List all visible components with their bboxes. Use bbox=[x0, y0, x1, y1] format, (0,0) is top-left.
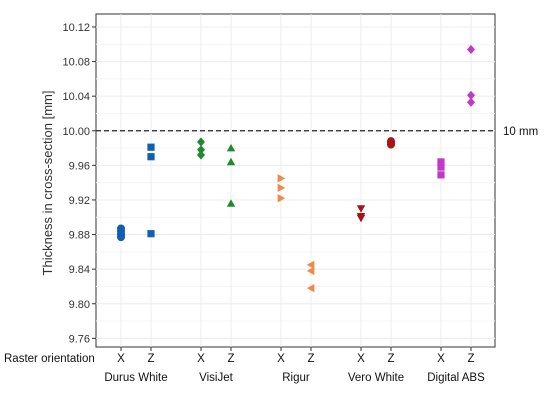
x-tick-label: Z bbox=[387, 353, 394, 365]
y-tick-label: 10.04 bbox=[62, 91, 90, 103]
data-point bbox=[437, 158, 445, 166]
x-tick-label: X bbox=[277, 353, 285, 365]
x-tick-label: X bbox=[197, 353, 205, 365]
data-point bbox=[387, 140, 395, 149]
data-point bbox=[197, 145, 205, 155]
y-tick-label: 9.88 bbox=[69, 230, 90, 242]
x-tick-label: Z bbox=[227, 353, 234, 365]
data-point bbox=[437, 171, 445, 179]
data-point bbox=[226, 157, 236, 166]
data-point bbox=[467, 97, 475, 107]
plot-area bbox=[95, 13, 496, 348]
reference-line-group: 10 mm bbox=[96, 126, 538, 138]
x-tick-label: Z bbox=[147, 353, 154, 365]
data-point bbox=[226, 143, 236, 152]
x-tick-label: X bbox=[117, 353, 125, 365]
group-label: Vero White bbox=[348, 372, 404, 384]
data-point bbox=[277, 183, 286, 193]
y-tick-label: 9.92 bbox=[69, 195, 90, 207]
data-point bbox=[306, 266, 315, 276]
group-label: Digital ABS bbox=[427, 372, 485, 384]
y-tick-label: 10.00 bbox=[62, 126, 90, 138]
x-tick-label: X bbox=[357, 353, 365, 365]
data-point bbox=[356, 214, 366, 223]
y-tick-label: 9.96 bbox=[69, 160, 90, 172]
data-point bbox=[147, 230, 155, 238]
x-axis-labels: X Z Durus White X Z VisiJet X Z Rigur X Z Vero Whit… bbox=[104, 347, 485, 384]
x-tick-label: Z bbox=[467, 353, 474, 365]
y-tick-label: 10.12 bbox=[62, 22, 90, 34]
data-point bbox=[117, 233, 125, 242]
data-point bbox=[197, 137, 205, 147]
group-label: Durus White bbox=[104, 372, 167, 384]
data-point bbox=[226, 199, 236, 207]
data-point bbox=[306, 260, 315, 270]
gridlines bbox=[96, 14, 495, 347]
y-tick-label: 9.80 bbox=[69, 299, 90, 311]
data-point bbox=[467, 90, 475, 100]
orientation-label: Raster orientation bbox=[4, 353, 95, 365]
group-label: VisiJet bbox=[199, 372, 233, 384]
data-point bbox=[437, 163, 445, 171]
data-point bbox=[277, 174, 286, 183]
y-axis-ticks: 9.76 9.80 9.84 9.88 9.92 9.96 10.00 10.04 10.08 1… bbox=[62, 22, 96, 345]
x-tick-label: X bbox=[437, 353, 445, 365]
data-point bbox=[306, 283, 315, 293]
y-tick-label: 9.76 bbox=[69, 333, 90, 345]
data-point bbox=[277, 194, 286, 203]
reference-line-label: 10 mm bbox=[503, 126, 538, 138]
data-point bbox=[147, 153, 155, 161]
y-axis-label: Thickness in cross-section [mm] bbox=[40, 91, 55, 276]
data-point bbox=[147, 143, 155, 151]
data-point bbox=[467, 44, 475, 55]
x-tick-label: Z bbox=[307, 353, 314, 365]
data-points bbox=[117, 44, 475, 293]
y-tick-label: 9.84 bbox=[69, 264, 90, 276]
data-point bbox=[356, 205, 366, 213]
y-tick-label: 10.08 bbox=[62, 57, 90, 69]
data-point bbox=[197, 150, 205, 160]
group-label: Rigur bbox=[282, 372, 310, 384]
